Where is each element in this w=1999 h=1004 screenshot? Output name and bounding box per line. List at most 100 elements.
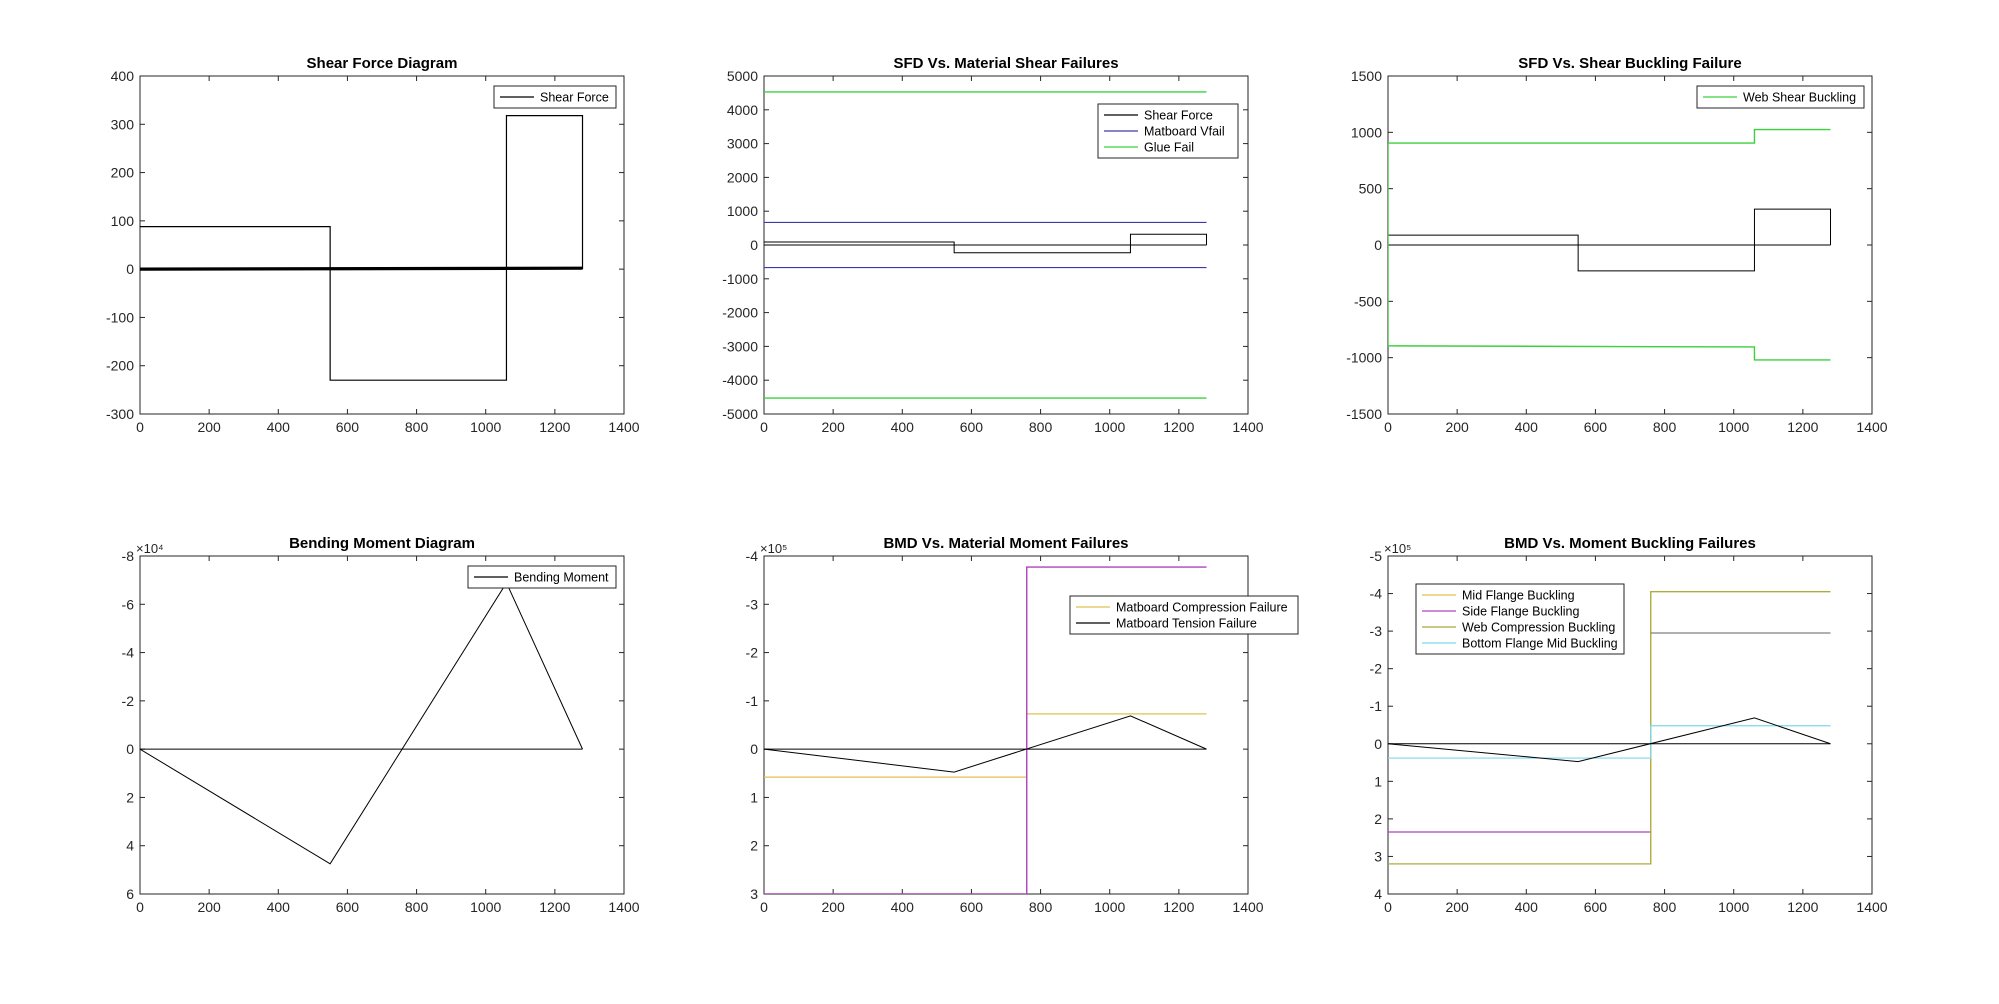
x-tick-label: 600 <box>336 419 360 435</box>
x-tick-label: 1000 <box>1094 419 1125 435</box>
legend-label: Bending Moment <box>514 571 609 585</box>
y-tick-label: -300 <box>106 406 134 422</box>
y-tick-label: -2 <box>122 693 135 709</box>
y-tick-label: 200 <box>111 165 135 181</box>
y-tick-label: 4000 <box>727 102 758 118</box>
y-tick-label: -3 <box>746 596 759 612</box>
legend-label: Matboard Vfail <box>1144 125 1225 139</box>
y-tick-label: 1000 <box>1351 124 1382 140</box>
axis-exponent-label: ×10⁴ <box>136 541 164 556</box>
x-tick-label: 200 <box>1445 899 1469 915</box>
legend-label: Bottom Flange Mid Buckling <box>1462 637 1618 651</box>
x-tick-label: 1200 <box>539 419 570 435</box>
y-tick-label: 0 <box>750 237 758 253</box>
axis-exponent-label: ×10⁵ <box>760 541 787 556</box>
y-tick-label: -1000 <box>722 271 758 287</box>
legend: Bending Moment <box>467 565 617 589</box>
series-line-matboard-tension-failure <box>764 715 1207 773</box>
y-tick-label: -1 <box>1370 698 1383 714</box>
y-tick-label: 100 <box>111 213 135 229</box>
y-tick-label: -8 <box>122 548 135 564</box>
axes-box <box>139 555 625 895</box>
y-tick-label: 500 <box>1359 181 1383 197</box>
series-line-unlabeled <box>1388 245 1831 361</box>
series-line-bending-moment <box>140 581 583 865</box>
series-line-web-shear-buckling <box>1388 128 1831 245</box>
y-tick-label: 0 <box>126 261 134 277</box>
y-tick-label: -3000 <box>722 338 758 354</box>
y-tick-label: -200 <box>106 358 134 374</box>
y-tick-label: 2000 <box>727 169 758 185</box>
x-tick-label: 800 <box>405 899 429 915</box>
legend-label: Matboard Compression Failure <box>1116 601 1288 615</box>
legend-label: Matboard Tension Failure <box>1116 617 1257 631</box>
y-tick-label: -2 <box>1370 661 1383 677</box>
x-tick-label: 1400 <box>608 899 639 915</box>
plot-area <box>140 581 583 865</box>
x-tick-label: 1200 <box>1163 899 1194 915</box>
x-tick-label: 1400 <box>608 419 639 435</box>
y-tick-label: -2000 <box>722 305 758 321</box>
y-tick-label: 0 <box>750 741 758 757</box>
chart-bmd-material: 0 200 400 600 800 1000 1200 1400 -4 -3 -2 -1 0 1 2 3 ×10… <box>746 535 1299 915</box>
legend-box <box>467 565 617 589</box>
x-tick-label: 200 <box>821 419 845 435</box>
x-tick-label: 600 <box>960 419 984 435</box>
plot-area <box>764 566 1207 894</box>
y-tick-label: -5 <box>1370 548 1383 564</box>
y-tick-label: -4 <box>1370 586 1383 602</box>
y-tick-label: 0 <box>1374 237 1382 253</box>
series-line-unlabeled <box>1388 208 1832 272</box>
x-tick-label: 200 <box>1445 419 1469 435</box>
x-tick-label: 1400 <box>1232 899 1263 915</box>
legend: Mid Flange Buckling Side Flange Buckling W… <box>1415 583 1625 655</box>
x-tick-label: 1200 <box>1787 899 1818 915</box>
series-line-unlabeled <box>140 266 583 271</box>
y-tick-label: -5000 <box>722 406 758 422</box>
plot-area <box>140 114 584 381</box>
x-tick-label: 200 <box>197 899 221 915</box>
legend-box <box>493 85 617 109</box>
x-tick-label: 600 <box>336 899 360 915</box>
x-tick-label: 0 <box>760 899 768 915</box>
x-tick-label: 400 <box>1515 419 1539 435</box>
chart-title: BMD Vs. Moment Buckling Failures <box>1504 535 1756 552</box>
x-tick-label: 600 <box>1584 899 1608 915</box>
x-tick-label: 600 <box>1584 419 1608 435</box>
x-tick-label: 400 <box>891 899 915 915</box>
y-tick-label: -1 <box>746 693 759 709</box>
x-tick-label: 1000 <box>1094 899 1125 915</box>
y-tick-label: -500 <box>1354 293 1382 309</box>
x-tick-label: 1400 <box>1232 419 1263 435</box>
series-line-shear-force <box>764 233 1208 254</box>
x-tick-label: 400 <box>267 899 291 915</box>
y-tick-label: 6 <box>126 886 134 902</box>
chart-title: Bending Moment Diagram <box>289 535 475 552</box>
x-tick-label: 800 <box>1653 899 1677 915</box>
y-tick-label: 5000 <box>727 68 758 84</box>
x-tick-label: 1200 <box>1163 419 1194 435</box>
series-line-unlabeled <box>764 566 1207 894</box>
legend-label: Web Shear Buckling <box>1743 91 1856 105</box>
y-tick-label: 300 <box>111 116 135 132</box>
legend-label: Shear Force <box>1144 109 1213 123</box>
x-tick-label: 800 <box>405 419 429 435</box>
chart-sfd-material: 0 200 400 600 800 1000 1200 1400 -5000 -4000 -3000… <box>722 55 1264 435</box>
chart-bmd-buckling: 0 200 400 600 800 1000 1200 1400 -5 -4 -3 -2 -1 0 1 2 3 4… <box>1370 535 1888 915</box>
x-tick-label: 1200 <box>1787 419 1818 435</box>
x-tick-label: 400 <box>891 419 915 435</box>
x-tick-label: 1000 <box>1718 419 1749 435</box>
y-tick-label: -4 <box>122 645 135 661</box>
y-tick-label: 0 <box>126 741 134 757</box>
y-tick-label: 1500 <box>1351 68 1382 84</box>
series-line-shear-force <box>140 114 584 381</box>
chart-title: BMD Vs. Material Moment Failures <box>883 535 1128 552</box>
chart-title: SFD Vs. Shear Buckling Failure <box>1518 55 1741 72</box>
x-tick-label: 800 <box>1653 419 1677 435</box>
x-tick-label: 800 <box>1029 899 1053 915</box>
series-line-bottom-flange-mid-buckling <box>1388 725 1831 759</box>
x-tick-label: 0 <box>136 419 144 435</box>
x-tick-label: 200 <box>197 419 221 435</box>
chart-sfd: 0 200 400 600 800 1000 1200 1400 -300 -200 -100 0 10… <box>106 55 640 435</box>
